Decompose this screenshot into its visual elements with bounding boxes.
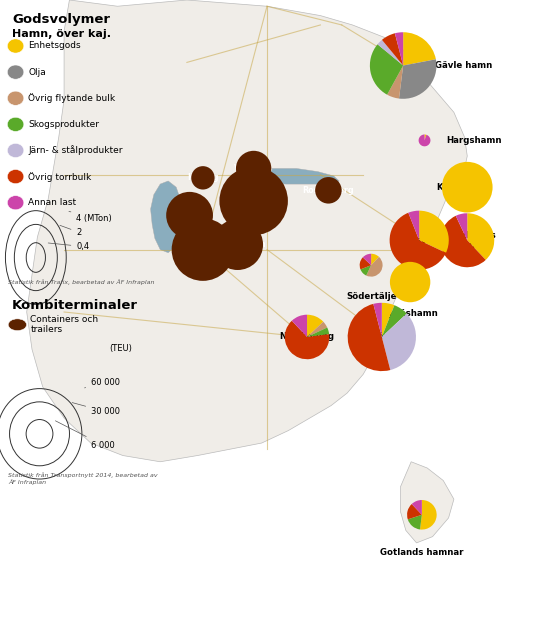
Text: Containers och
trailers: Containers och trailers: [30, 315, 98, 334]
Text: Annan last: Annan last: [28, 198, 76, 207]
Text: Övrig flytande bulk: Övrig flytande bulk: [28, 94, 115, 103]
Wedge shape: [390, 213, 446, 270]
Wedge shape: [382, 303, 395, 337]
Wedge shape: [307, 328, 329, 337]
Circle shape: [315, 177, 342, 203]
Wedge shape: [399, 59, 436, 99]
Text: Stockholms
hamnar: Stockholms hamnar: [439, 230, 496, 250]
Text: Katrineholm: Katrineholm: [210, 240, 265, 249]
Text: Statistik från Transportnytt 2014, bearbetad av
ÅF Infraplan: Statistik från Transportnytt 2014, bearb…: [8, 473, 158, 485]
Wedge shape: [307, 322, 327, 337]
Wedge shape: [366, 257, 382, 276]
Text: Enhetsgods: Enhetsgods: [28, 41, 81, 51]
Wedge shape: [442, 162, 492, 213]
Wedge shape: [409, 211, 419, 240]
Polygon shape: [151, 181, 184, 253]
Circle shape: [236, 151, 271, 186]
Wedge shape: [348, 304, 390, 371]
Ellipse shape: [7, 144, 24, 158]
Ellipse shape: [8, 319, 27, 331]
Wedge shape: [412, 500, 422, 515]
Text: Köping: Köping: [187, 173, 218, 182]
Text: Gävle hamn: Gävle hamn: [435, 61, 492, 70]
Wedge shape: [371, 254, 379, 265]
Wedge shape: [292, 314, 307, 337]
Wedge shape: [395, 32, 403, 66]
Ellipse shape: [7, 117, 24, 132]
Text: Godsvolymer: Godsvolymer: [12, 13, 110, 26]
Wedge shape: [440, 216, 486, 267]
Text: 60 000: 60 000: [84, 378, 120, 388]
Text: Eskilstuna: Eskilstuna: [230, 197, 277, 205]
Wedge shape: [360, 265, 371, 276]
Text: 6 000: 6 000: [56, 421, 115, 449]
Ellipse shape: [7, 65, 24, 79]
Wedge shape: [378, 40, 403, 66]
Wedge shape: [419, 211, 449, 253]
Text: Olja: Olja: [28, 67, 46, 77]
Wedge shape: [456, 213, 467, 240]
Wedge shape: [373, 303, 382, 337]
Ellipse shape: [7, 195, 24, 210]
Wedge shape: [382, 305, 407, 337]
Text: Nynäshamn: Nynäshamn: [382, 309, 438, 318]
Text: (TEU): (TEU): [109, 344, 132, 353]
Text: Norrköping: Norrköping: [280, 333, 334, 341]
Text: Gotlands hamnar: Gotlands hamnar: [380, 548, 464, 557]
Text: Kombiterminaler: Kombiterminaler: [12, 299, 138, 312]
Text: Hallsberg: Hallsberg: [181, 245, 225, 254]
Ellipse shape: [7, 170, 24, 183]
Ellipse shape: [7, 39, 24, 53]
Wedge shape: [363, 254, 371, 265]
Text: Södertälje: Södertälje: [346, 292, 396, 301]
Circle shape: [166, 192, 213, 238]
Wedge shape: [307, 314, 323, 337]
Polygon shape: [254, 168, 339, 184]
Text: Hamn, över kaj.: Hamn, över kaj.: [12, 29, 111, 39]
Text: Övrig torrbulk: Övrig torrbulk: [28, 172, 92, 182]
Polygon shape: [400, 462, 454, 543]
Text: Västerås: Västerås: [234, 164, 273, 173]
Text: 2: 2: [60, 225, 82, 236]
Polygon shape: [27, 0, 467, 462]
Text: Kapellskär: Kapellskär: [436, 183, 488, 192]
Wedge shape: [285, 321, 329, 359]
Text: Örebro: Örebro: [174, 211, 205, 220]
Text: 0,4: 0,4: [48, 242, 90, 251]
Wedge shape: [467, 213, 494, 260]
Wedge shape: [408, 515, 422, 530]
Text: Skogsprodukter: Skogsprodukter: [28, 120, 99, 129]
Text: Oxelösund: Oxelösund: [356, 333, 407, 341]
Circle shape: [191, 166, 215, 190]
Circle shape: [212, 219, 263, 270]
Wedge shape: [360, 257, 371, 270]
Text: Statistik från Trafix, bearbetad av ÅF Infraplan: Statistik från Trafix, bearbetad av ÅF I…: [8, 280, 155, 285]
Wedge shape: [419, 135, 430, 146]
Text: Hargshamn: Hargshamn: [446, 136, 501, 145]
Wedge shape: [420, 500, 437, 530]
Circle shape: [171, 218, 234, 281]
Wedge shape: [387, 66, 403, 99]
Text: Rosersberg: Rosersberg: [303, 186, 354, 195]
Wedge shape: [390, 262, 430, 302]
Text: Årsta: Årsta: [406, 236, 432, 245]
Text: Järn- & stålprodukter: Järn- & stålprodukter: [28, 145, 123, 155]
Wedge shape: [382, 314, 416, 370]
Circle shape: [219, 167, 288, 235]
Text: 30 000: 30 000: [72, 402, 120, 416]
Wedge shape: [407, 504, 422, 519]
Wedge shape: [370, 44, 403, 95]
Wedge shape: [403, 32, 436, 66]
Ellipse shape: [7, 91, 24, 105]
Wedge shape: [425, 135, 426, 140]
Wedge shape: [382, 33, 403, 66]
Text: 4 (MTon): 4 (MTon): [69, 212, 112, 223]
